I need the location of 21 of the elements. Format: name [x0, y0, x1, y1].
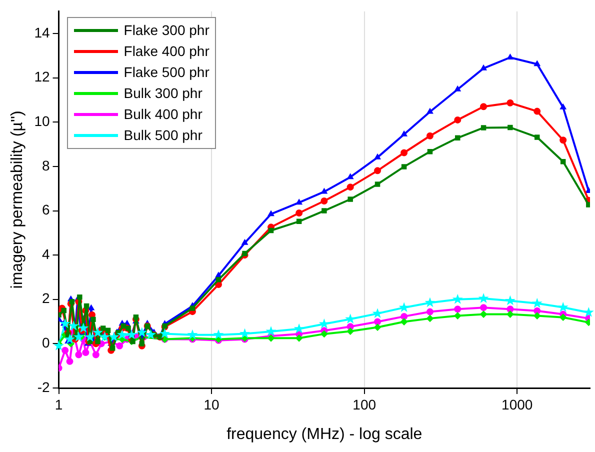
- x-tick-label: 1: [54, 396, 63, 412]
- y-tick-label: 12: [34, 68, 50, 85]
- y-tick-label: 4: [42, 246, 50, 262]
- x-axis-title: frequency (MHz) - log scale: [226, 426, 422, 443]
- legend-label: Bulk 500 phr: [124, 126, 202, 146]
- y-tick-label: 14: [34, 24, 50, 40]
- legend-label: Bulk 400 phr: [124, 105, 202, 124]
- y-tick-label: 6: [42, 202, 50, 218]
- y-axis-title: imagery permeability (µ''): [9, 110, 26, 289]
- x-tick-label: 1000: [502, 396, 533, 412]
- legend-label: Bulk 300 phr: [124, 84, 202, 104]
- y-tick-label: 2: [42, 290, 50, 306]
- y-tick-label: 8: [42, 157, 50, 174]
- y-tick-label: 0: [42, 334, 50, 351]
- x-tick-label: 10: [204, 396, 220, 412]
- legend-label: Flake 300 phr: [124, 21, 210, 40]
- x-tick-label: 100: [352, 396, 376, 412]
- y-tick-label: 10: [34, 113, 50, 130]
- legend-label: Flake 500 phr: [124, 63, 210, 82]
- y-tick-label: -2: [37, 378, 50, 395]
- legend-label: Flake 400 phr: [124, 42, 210, 62]
